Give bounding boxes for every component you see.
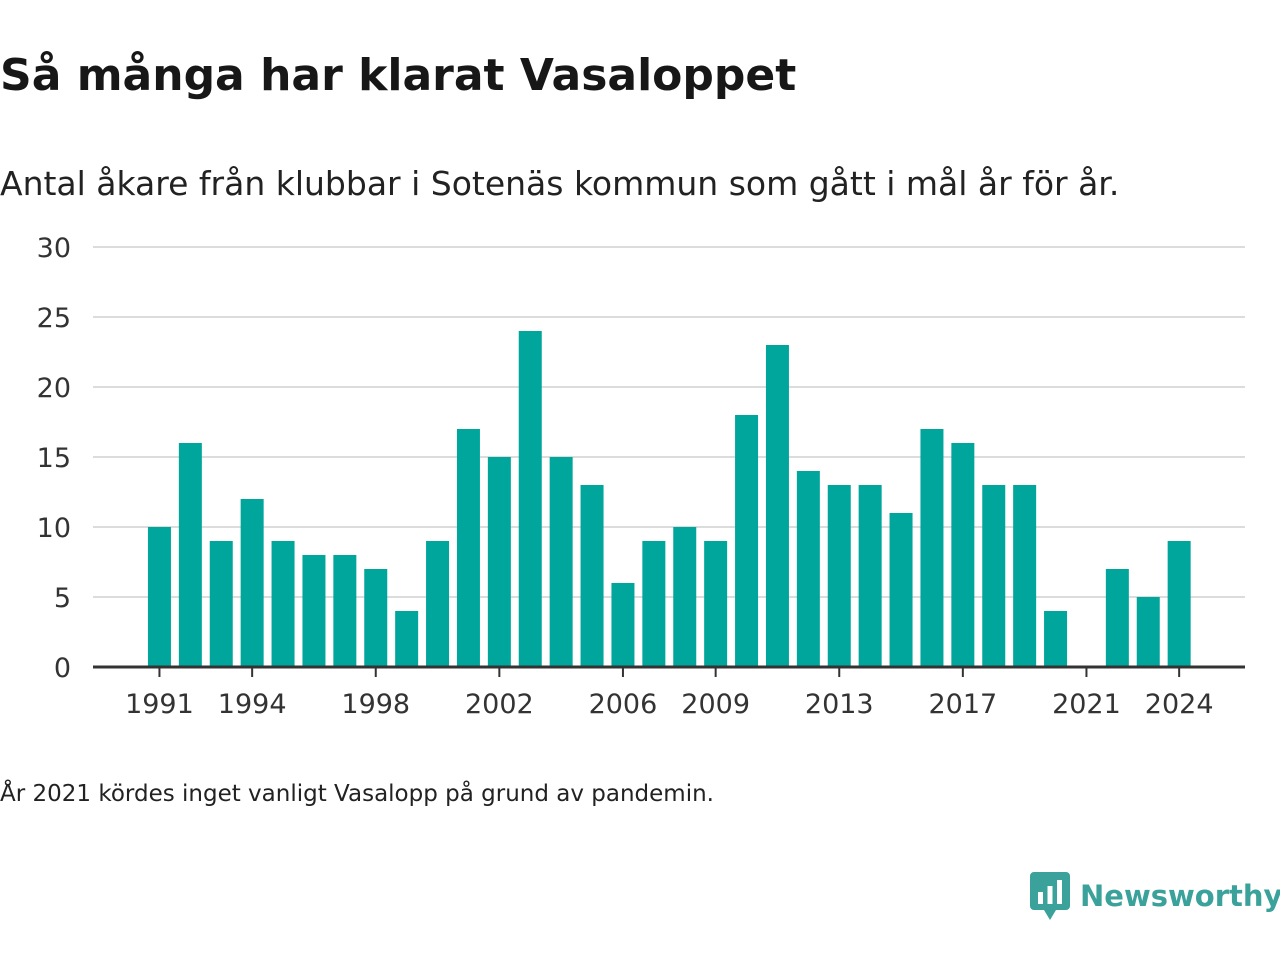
bar — [395, 611, 419, 667]
bar — [549, 457, 573, 667]
bar — [920, 429, 944, 667]
bar — [796, 471, 820, 667]
x-tick-label: 2024 — [1145, 689, 1214, 720]
x-tick-label: 1998 — [341, 689, 410, 720]
bar — [889, 513, 913, 667]
y-tick-label: 25 — [37, 303, 71, 334]
bar — [982, 485, 1006, 667]
bar — [580, 485, 604, 667]
bar — [271, 541, 295, 667]
bar-chart: 0 5 10 15 20 25 30 1991 1994 1998 2002 2006 2009 2013… — [37, 233, 1245, 720]
x-tick-label: 2006 — [589, 689, 658, 720]
bar — [858, 485, 882, 667]
x-tick-label: 2002 — [465, 689, 534, 720]
gridlines — [93, 246, 1245, 598]
bar — [1136, 597, 1160, 667]
bar — [735, 415, 759, 667]
bar — [765, 345, 789, 667]
bar — [951, 443, 975, 667]
x-tick-label: 2013 — [805, 689, 874, 720]
bar — [209, 541, 233, 667]
bar — [1013, 485, 1037, 667]
x-tick-label: 1991 — [125, 689, 194, 720]
y-tick-label: 10 — [37, 513, 71, 544]
bar — [611, 583, 635, 667]
bar — [518, 331, 542, 667]
bar — [426, 541, 450, 667]
y-tick-label: 30 — [37, 233, 71, 264]
x-tick-label: 2017 — [928, 689, 997, 720]
x-tick-label: 2009 — [681, 689, 750, 720]
bar — [487, 457, 511, 667]
bar — [1044, 611, 1068, 667]
y-tick-label: 15 — [37, 443, 71, 474]
bar — [1167, 541, 1191, 667]
bar — [704, 541, 728, 667]
x-tick-label: 2021 — [1052, 689, 1121, 720]
axes: 0 5 10 15 20 25 30 1991 1994 1998 2002 2006 2009 2013… — [37, 233, 1245, 720]
chart-subtitle: Antal åkare från klubbar i Sotenäs kommu… — [0, 164, 1120, 203]
bar — [364, 569, 388, 667]
footnote: År 2021 kördes inget vanligt Vasalopp på… — [0, 781, 714, 807]
brand-logo: Newsworthy — [1030, 868, 1280, 924]
y-tick-label: 20 — [37, 373, 71, 404]
bar — [302, 555, 326, 667]
chart-bubble-icon — [1030, 872, 1070, 920]
y-tick-label: 0 — [54, 653, 71, 684]
bar — [147, 527, 171, 667]
bar — [240, 499, 264, 667]
bar — [333, 555, 357, 667]
chart-title: Så många har klarat Vasaloppet — [0, 50, 797, 101]
bar — [827, 485, 851, 667]
bars — [147, 331, 1191, 667]
bar — [642, 541, 666, 667]
y-tick-label: 5 — [54, 583, 71, 614]
x-tick-label: 1994 — [218, 689, 287, 720]
bar — [673, 527, 697, 667]
bar — [1105, 569, 1129, 667]
bar — [178, 443, 202, 667]
bar — [456, 429, 480, 667]
brand-name: Newsworthy — [1080, 879, 1280, 913]
